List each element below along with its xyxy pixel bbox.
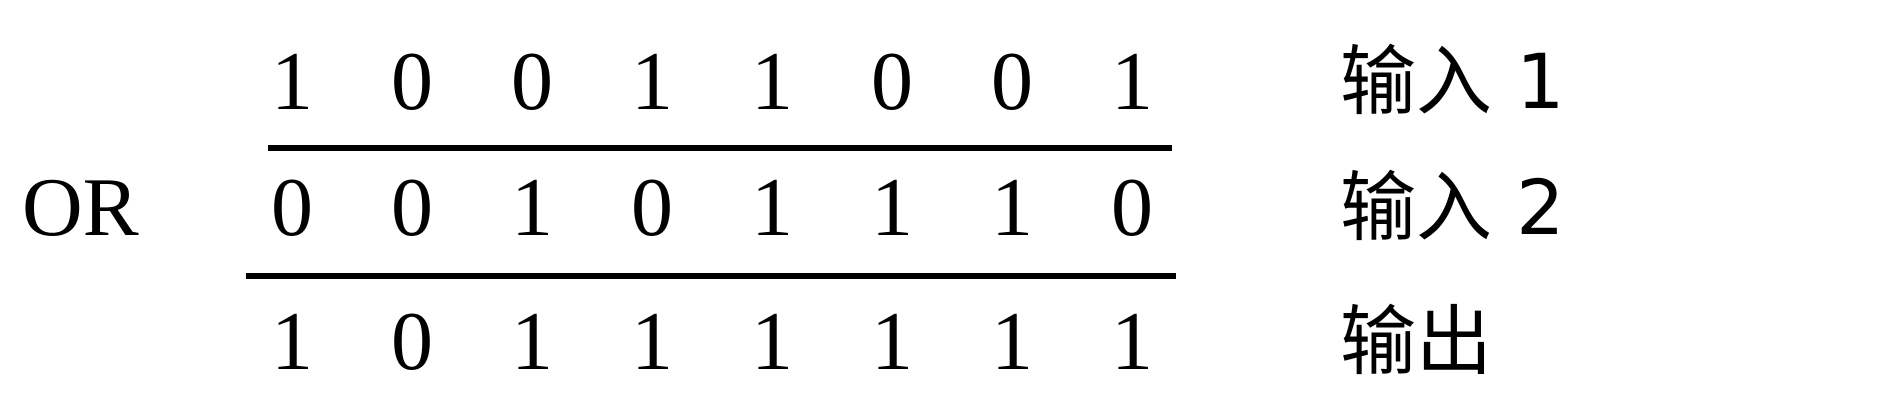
- operator-label: OR: [22, 161, 139, 254]
- bit: 1: [751, 295, 793, 388]
- bit: 0: [631, 161, 673, 254]
- input-1-row: 1 0 0 1 1 0 0 1 输入 1: [0, 32, 1899, 132]
- bit: 0: [871, 35, 913, 128]
- bit: 0: [391, 295, 433, 388]
- bit: 1: [511, 161, 553, 254]
- bit: 0: [391, 35, 433, 128]
- input-2-row: OR 0 0 1 0 1 1 1 0 输入 2: [0, 158, 1899, 258]
- bit: 1: [751, 35, 793, 128]
- output-row: 1 0 1 1 1 1 1 1 输出: [0, 292, 1899, 392]
- bit: 1: [991, 295, 1033, 388]
- divider-line: [268, 145, 1172, 151]
- bit: 1: [631, 35, 673, 128]
- bit: 1: [871, 295, 913, 388]
- bit: 1: [871, 161, 913, 254]
- bit: 1: [271, 35, 313, 128]
- bit: 1: [991, 161, 1033, 254]
- bit: 0: [991, 35, 1033, 128]
- bit: 0: [271, 161, 313, 254]
- bit: 1: [1111, 35, 1153, 128]
- bit: 0: [391, 161, 433, 254]
- result-line: [246, 273, 1176, 279]
- bit: 0: [511, 35, 553, 128]
- bit: 1: [511, 295, 553, 388]
- bit: 1: [1111, 295, 1153, 388]
- row-label: 输入 1: [1340, 37, 1565, 126]
- row-label: 输出: [1340, 297, 1492, 386]
- bit: 0: [1111, 161, 1153, 254]
- row-label: 输入 2: [1340, 163, 1565, 252]
- bit: 1: [271, 295, 313, 388]
- bit: 1: [631, 295, 673, 388]
- bit: 1: [751, 161, 793, 254]
